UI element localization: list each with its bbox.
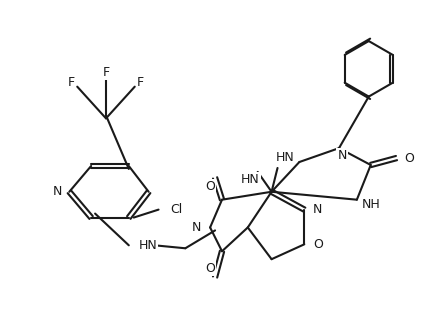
Text: NH: NH: [362, 198, 380, 211]
Text: N: N: [337, 149, 347, 162]
Text: F: F: [137, 76, 144, 89]
Text: O: O: [205, 262, 215, 275]
Text: O: O: [405, 152, 414, 165]
Text: O: O: [313, 238, 323, 251]
Text: Cl: Cl: [170, 203, 183, 216]
Text: F: F: [68, 76, 75, 89]
Text: N: N: [53, 185, 62, 198]
Text: HN: HN: [139, 239, 157, 252]
Text: O: O: [205, 180, 215, 193]
Text: N: N: [313, 203, 322, 216]
Text: N: N: [192, 221, 201, 234]
Text: HN: HN: [241, 174, 260, 186]
Text: HN: HN: [276, 151, 294, 164]
Text: F: F: [103, 66, 110, 79]
